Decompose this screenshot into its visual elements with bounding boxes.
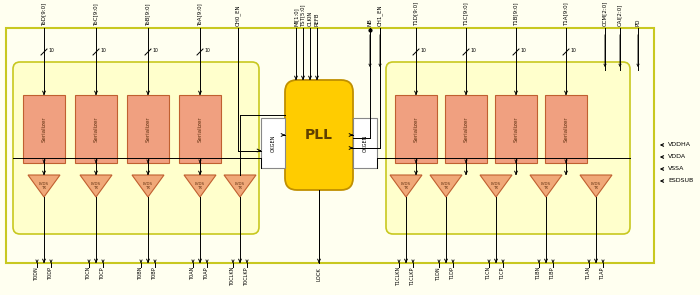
Text: T1AP: T1AP [601, 267, 606, 279]
Text: LVDS
TX: LVDS TX [143, 182, 153, 190]
Text: T1CLKN: T1CLKN [396, 267, 402, 286]
Text: LVDS
TX: LVDS TX [91, 182, 101, 190]
Text: T0BP: T0BP [153, 267, 158, 280]
Text: T1CN: T1CN [486, 267, 491, 280]
Text: T0DP: T0DP [48, 267, 53, 280]
Polygon shape [530, 175, 562, 197]
Polygon shape [28, 175, 60, 197]
Text: T0BN: T0BN [139, 267, 143, 281]
Text: T0CLKP: T0CLKP [244, 267, 249, 286]
Bar [179, 95, 221, 163]
Text: LVDS
TX: LVDS TX [441, 182, 451, 190]
Text: 10: 10 [204, 47, 210, 53]
Text: ToA[9:0]: ToA[9:0] [197, 3, 202, 26]
FancyBboxPatch shape [13, 62, 259, 234]
Text: T0CP: T0CP [101, 267, 106, 280]
Polygon shape [80, 175, 112, 197]
Text: T1CP: T1CP [500, 267, 505, 279]
Text: T1D[9:0]: T1D[9:0] [414, 2, 419, 26]
Text: LVDS
TX: LVDS TX [235, 182, 245, 190]
Text: 10: 10 [48, 47, 54, 53]
Text: MI[1:0]: MI[1:0] [293, 7, 298, 26]
Text: T0AN: T0AN [190, 267, 195, 280]
Text: 10: 10 [100, 47, 106, 53]
Text: CKGEN: CKGEN [270, 134, 276, 152]
Text: LVDS
TX: LVDS TX [591, 182, 601, 190]
Text: NB: NB [368, 18, 372, 26]
Text: T1DN: T1DN [437, 267, 442, 281]
Text: T0CLKN: T0CLKN [230, 267, 235, 286]
Polygon shape [390, 175, 422, 197]
Text: 10: 10 [470, 47, 476, 53]
Text: ToD[9:0]: ToD[9:0] [41, 3, 46, 26]
Text: T1AN: T1AN [587, 267, 592, 280]
Text: VDDA: VDDA [668, 155, 686, 160]
Text: 10: 10 [420, 47, 426, 53]
Polygon shape [224, 175, 256, 197]
Bar [261, 118, 285, 168]
Text: LVDS
TX: LVDS TX [39, 182, 49, 190]
Text: Serializer: Serializer [564, 116, 568, 142]
Text: Serializer: Serializer [414, 116, 419, 142]
Text: T1C[9:0]: T1C[9:0] [463, 2, 468, 26]
Text: CKGEN: CKGEN [363, 134, 368, 152]
Text: PD: PD [636, 19, 640, 26]
Bar [6, 28, 654, 263]
Text: T0CN: T0CN [87, 267, 92, 280]
Text: T1BN: T1BN [536, 267, 542, 280]
Bar [23, 95, 65, 163]
Text: LOCK: LOCK [316, 267, 321, 281]
Text: T1B[9:0]: T1B[9:0] [514, 2, 519, 26]
Text: 10: 10 [152, 47, 158, 53]
Text: ESDSUB: ESDSUB [668, 178, 693, 183]
Text: PLL: PLL [305, 128, 333, 142]
Text: CH0_EN: CH0_EN [235, 4, 241, 26]
Text: T0AP: T0AP [204, 267, 209, 280]
Text: Serializer: Serializer [94, 116, 99, 142]
Text: T1CLKP: T1CLKP [410, 267, 416, 286]
Text: REFB: REFB [314, 12, 319, 26]
Bar [75, 95, 117, 163]
Text: T1DP: T1DP [451, 267, 456, 280]
Text: ToB[9:0]: ToB[9:0] [146, 3, 150, 26]
Text: 10: 10 [520, 47, 526, 53]
Polygon shape [430, 175, 462, 197]
Text: LVDS
TX: LVDS TX [541, 182, 551, 190]
Text: LVDS
TX: LVDS TX [195, 182, 205, 190]
Bar [353, 118, 377, 168]
FancyBboxPatch shape [285, 80, 353, 190]
Text: VDDHA: VDDHA [668, 142, 691, 148]
Text: Serializer: Serializer [463, 116, 468, 142]
FancyBboxPatch shape [386, 62, 630, 234]
Text: Serializer: Serializer [197, 116, 202, 142]
Text: T0DN: T0DN [34, 267, 39, 281]
Text: LVDS
TX: LVDS TX [401, 182, 411, 190]
Text: ToC[9:0]: ToC[9:0] [94, 3, 99, 26]
Polygon shape [480, 175, 512, 197]
Polygon shape [580, 175, 612, 197]
Text: Serializer: Serializer [41, 116, 46, 142]
Text: CLKIN: CLKIN [307, 11, 312, 26]
Bar [127, 95, 169, 163]
Text: Serializer: Serializer [514, 116, 519, 142]
Text: CCM[2:0]: CCM[2:0] [603, 1, 608, 26]
Bar [545, 95, 587, 163]
Text: VSSA: VSSA [668, 166, 685, 171]
Bar [445, 95, 487, 163]
Polygon shape [184, 175, 216, 197]
Text: T1BP: T1BP [550, 267, 556, 280]
Text: LVDS
TX: LVDS TX [491, 182, 501, 190]
Text: CAI[2:0]: CAI[2:0] [617, 4, 622, 26]
Text: 10: 10 [570, 47, 576, 53]
Bar [495, 95, 537, 163]
Bar [395, 95, 437, 163]
Polygon shape [132, 175, 164, 197]
Text: TST[5:0]: TST[5:0] [300, 3, 305, 26]
Text: CH1_EN: CH1_EN [377, 4, 383, 26]
Text: T1A[9:0]: T1A[9:0] [564, 2, 568, 26]
Text: Serializer: Serializer [146, 116, 150, 142]
